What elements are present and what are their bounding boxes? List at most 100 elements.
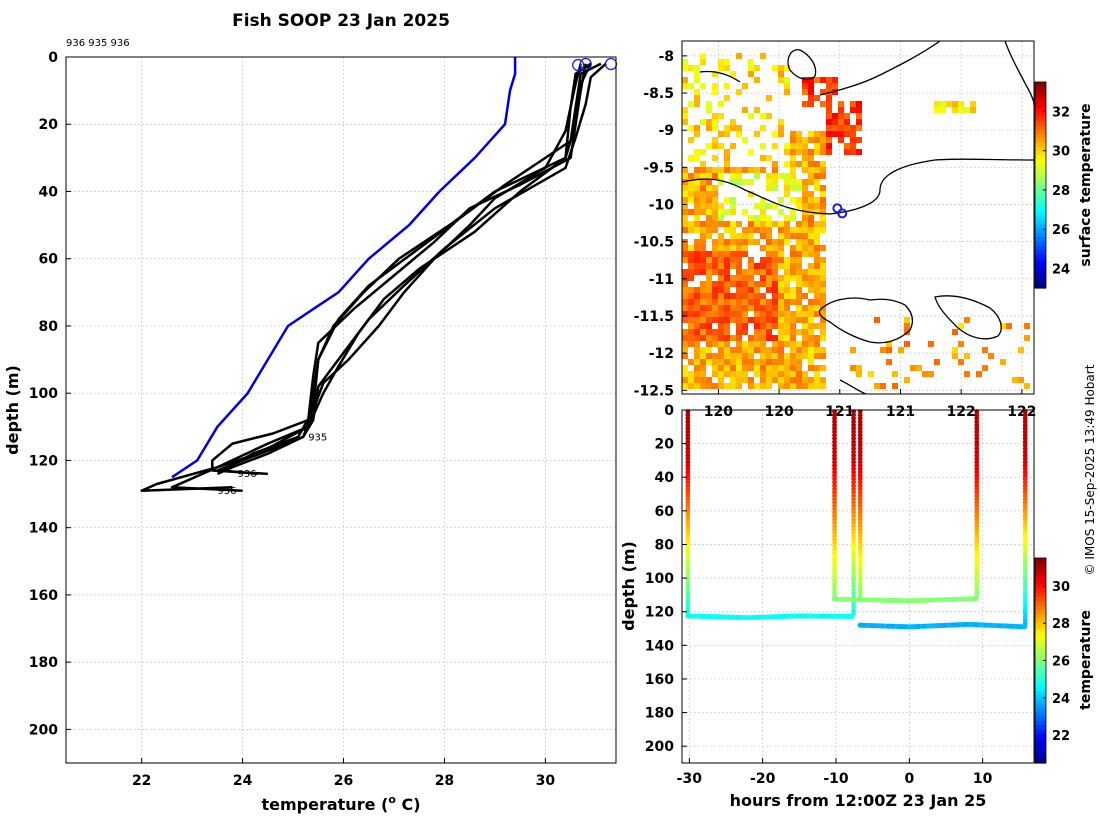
temperature-colorbar-swatch	[1035, 720, 1046, 726]
cast-depth-point	[851, 540, 856, 546]
sst-pixel	[802, 317, 808, 323]
sst-pixel	[754, 311, 760, 317]
sst-pixel	[820, 377, 826, 383]
cast-depth-point	[851, 473, 856, 478]
cast-depth-point	[1022, 483, 1028, 489]
cast-depth-point	[1022, 446, 1028, 452]
sst-colorbar-swatch	[1035, 257, 1046, 263]
sst-pixel	[808, 281, 814, 287]
sst-pixel	[712, 329, 718, 335]
sst-pixel	[814, 185, 820, 191]
temperature-colorbar-swatch	[1035, 754, 1046, 760]
sst-pixel	[742, 209, 748, 215]
surface-marker	[604, 57, 618, 71]
sst-pixel	[736, 323, 742, 329]
sst-pixel	[748, 233, 754, 239]
sst-pixel	[706, 359, 712, 365]
sst-pixel	[682, 269, 688, 275]
sst-pixel	[718, 263, 724, 269]
sst-pixel	[724, 221, 730, 227]
sst-pixel	[808, 275, 814, 281]
cast-depth-point	[685, 557, 691, 563]
sst-pixel	[760, 299, 766, 305]
sst-pixel	[802, 347, 808, 353]
sst-pixel	[688, 317, 694, 323]
sst-pixel	[754, 239, 760, 245]
cast-depth-point	[1022, 520, 1028, 526]
sst-pixel	[904, 317, 910, 323]
cast-depth-point	[1022, 610, 1028, 616]
cast-depth-point	[832, 570, 837, 576]
sst-pixel	[742, 287, 748, 293]
sst-pixel	[958, 341, 964, 347]
sst-pixel	[742, 371, 748, 377]
sst-pixel	[718, 269, 724, 275]
sst-pixel	[736, 257, 742, 263]
cast-depth-point	[832, 506, 837, 512]
sst-pixel	[730, 209, 736, 215]
sst-pixel	[688, 179, 694, 185]
sst-pixel	[760, 359, 766, 365]
sst-pixel	[712, 311, 718, 317]
sst-pixel	[682, 365, 688, 371]
cast-depth-point	[851, 580, 856, 586]
sst-pixel	[712, 287, 718, 293]
sst-pixel	[712, 299, 718, 305]
cast-depth-point	[1022, 466, 1028, 472]
cast-depth-point	[832, 459, 837, 465]
sst-pixel	[814, 239, 820, 245]
cast-depth-point	[851, 523, 856, 529]
sst-pixel	[688, 293, 694, 299]
sst-pixel	[826, 83, 832, 89]
cast-depth-point	[685, 469, 691, 475]
sst-pixel	[742, 245, 748, 251]
cast-depth-point	[857, 533, 863, 539]
sst-pixel	[712, 305, 718, 311]
sst-pixel	[790, 137, 796, 143]
sst-pixel	[724, 347, 730, 353]
sst-pixel	[748, 257, 754, 263]
map-gridlines	[682, 41, 1034, 394]
sst-pixel	[760, 167, 766, 173]
sst-pixel	[784, 221, 790, 227]
sst-pixel	[694, 353, 700, 359]
cast-depth-point	[857, 520, 863, 526]
sst-pixel	[784, 179, 790, 185]
sst-pixel	[790, 341, 796, 347]
sst-pixel	[724, 83, 730, 89]
sst-pixel	[748, 65, 754, 71]
coastlines	[682, 41, 1034, 394]
cast-depth-point	[1022, 600, 1028, 606]
cast-depth-point	[1022, 489, 1028, 495]
cast-depth-point	[857, 476, 863, 482]
sst-pixel	[760, 377, 766, 383]
sst-pixel	[784, 293, 790, 299]
sst-pixel	[718, 203, 724, 209]
cast-depth-point	[974, 590, 980, 596]
sst-pixel	[706, 185, 712, 191]
sst-pixel	[826, 137, 832, 143]
sst-pixel	[1012, 377, 1018, 383]
sst-pixel	[712, 185, 718, 191]
sst-pixel	[766, 251, 772, 257]
sst-pixel	[772, 203, 778, 209]
sst-pixel	[706, 353, 712, 359]
sst-pixel	[706, 251, 712, 257]
temperature-colorbar-swatch	[1035, 716, 1046, 721]
cast-depth-point	[974, 570, 980, 576]
temperature-colorbar-swatch	[1035, 750, 1046, 756]
cast-depth-point	[857, 419, 863, 425]
sst-pixel	[820, 227, 826, 233]
sst-pixel	[742, 83, 748, 89]
cast-depth-point	[1022, 449, 1028, 455]
sst-pixel	[946, 101, 952, 107]
sst-colorbar-swatch	[1035, 86, 1046, 92]
sst-pixel	[820, 191, 826, 197]
sst-pixel	[694, 221, 700, 227]
climatology-profile-line	[171, 57, 517, 479]
sst-colorbar-swatch	[1035, 266, 1046, 272]
sst-pixel	[712, 89, 718, 95]
sst-pixel	[724, 365, 730, 371]
sst-pixel	[838, 131, 844, 137]
sst-pixel	[772, 179, 778, 185]
